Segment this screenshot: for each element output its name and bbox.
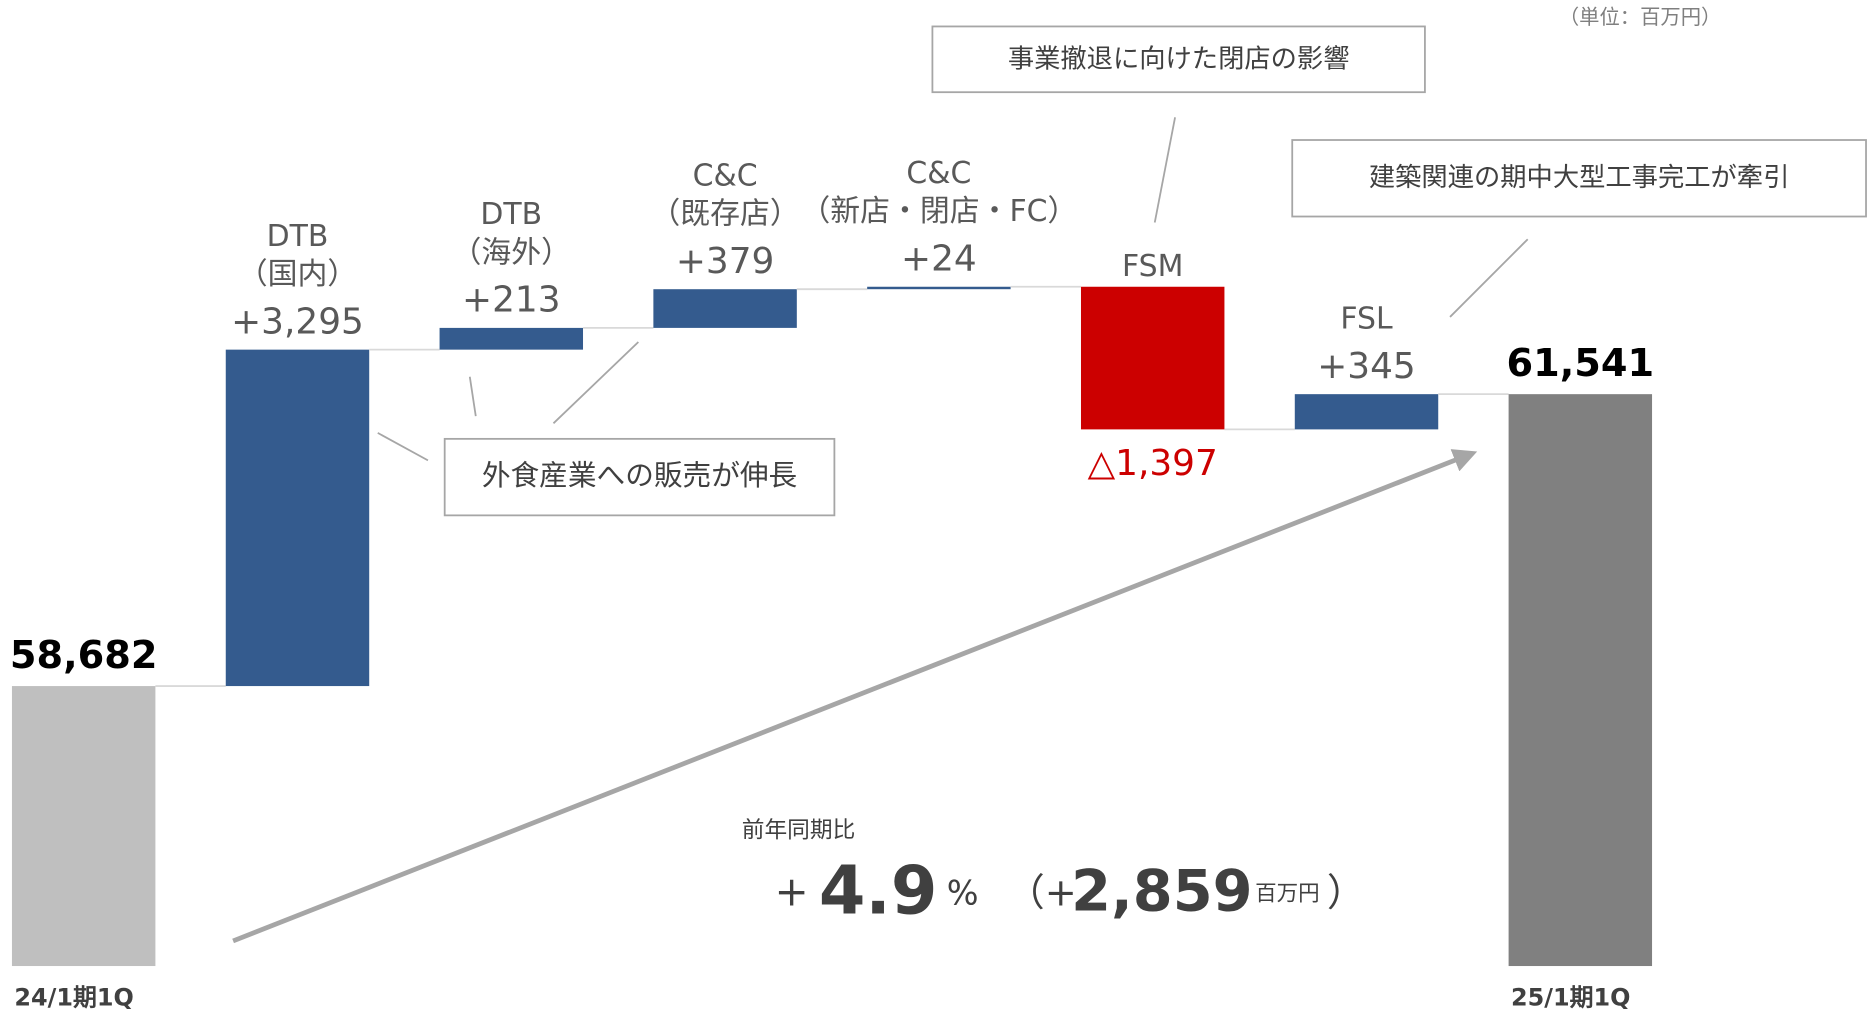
summary-part: （+ <box>1007 870 1077 915</box>
summary-label: 前年同期比 <box>742 817 856 843</box>
callout-box <box>1291 139 1867 218</box>
callout-text: 外食産業への販売が伸長 <box>482 458 797 492</box>
bar <box>439 327 584 350</box>
category-label: 25/1期1Q <box>1511 983 1630 1011</box>
bar <box>225 349 370 687</box>
callout-box <box>443 437 836 517</box>
callout-line <box>552 341 639 424</box>
category-label: DTB <box>480 197 542 232</box>
summary-part: % <box>947 873 979 912</box>
category-label: FSL <box>1340 302 1393 337</box>
bar <box>1294 394 1439 430</box>
callout-line <box>468 376 477 417</box>
value-label: +3,295 <box>231 301 364 342</box>
value-label: +379 <box>676 241 775 282</box>
summary: + 4.9 % （+ 2,859 百万円 ） <box>775 851 1366 929</box>
callout: 建築関連の期中大型工事完工が牽引 <box>1291 139 1867 318</box>
category-label: （新店・閉店・FC） <box>800 194 1077 229</box>
growth-arrow <box>232 449 1478 944</box>
callout-box <box>931 25 1426 94</box>
value-label: +213 <box>462 280 561 321</box>
bar <box>1508 394 1653 967</box>
callout: 事業撤退に向けた閉店の影響 <box>931 25 1426 223</box>
callout-line <box>1449 238 1529 318</box>
category-label: C&C <box>693 158 758 193</box>
callout-line <box>377 432 429 462</box>
bar <box>867 286 1011 290</box>
callout-text: 事業撤退に向けた閉店の影響 <box>1008 44 1350 74</box>
bar <box>11 686 156 967</box>
value-label: +24 <box>901 238 977 279</box>
unit-note: （単位：百万円） <box>1559 5 1722 29</box>
bar <box>1080 286 1225 430</box>
summary-part: 百万円 <box>1255 881 1320 906</box>
category-label: DTB <box>267 219 329 254</box>
category-label: （国内） <box>238 257 358 292</box>
bar <box>653 289 797 328</box>
callout-text: 建築関連の期中大型工事完工が牽引 <box>1369 163 1790 193</box>
category-label: FSM <box>1122 249 1183 284</box>
summary-part: + <box>775 867 809 915</box>
callout: 外食産業への販売が伸長 <box>377 341 836 517</box>
value-label: 61,541 <box>1507 341 1655 386</box>
value-label: +345 <box>1317 346 1416 387</box>
value-label: 58,682 <box>10 633 158 678</box>
callout-line <box>1153 117 1176 223</box>
category-label: （海外） <box>452 235 572 270</box>
value-label: △1,397 <box>1088 443 1218 484</box>
summary-part: ） <box>1327 870 1365 915</box>
category-label: 24/1期1Q <box>14 983 133 1011</box>
summary-part: 2,859 <box>1071 857 1252 924</box>
summary-part: 4.9 <box>819 851 938 929</box>
category-label: （既存店） <box>650 197 799 232</box>
category-label: C&C <box>906 156 971 191</box>
